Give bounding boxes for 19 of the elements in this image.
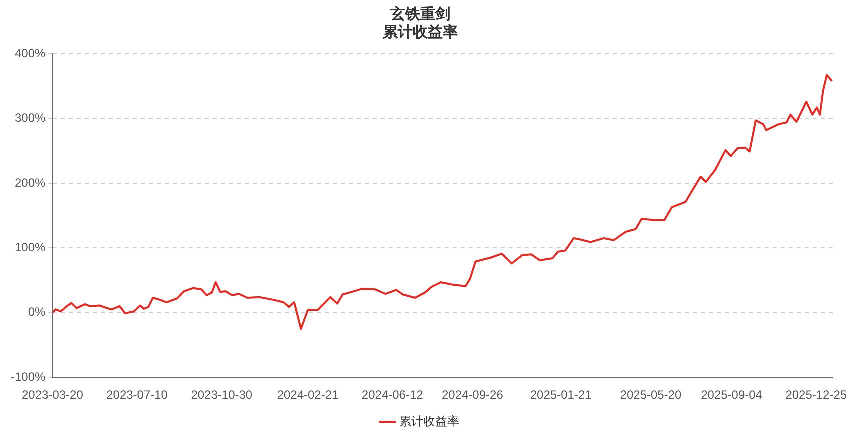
x-tick-label: 2025-09-04 (701, 388, 763, 402)
y-tick-label: 200% (14, 176, 46, 190)
chart-subtitle: 累计收益率 (382, 22, 458, 41)
x-tick-label: 2024-06-12 (362, 388, 424, 402)
chart-title: 玄铁重剑 (390, 4, 450, 23)
x-tick-label: 2025-01-21 (530, 388, 592, 402)
y-tick-label: 400% (14, 46, 46, 60)
x-tick-label: 2024-02-21 (277, 388, 340, 402)
x-tick-label: 2023-03-20 (22, 388, 84, 402)
y-tick-label: 300% (14, 111, 46, 126)
x-tick-label: 2023-10-30 (191, 388, 253, 402)
y-tick-label: 0% (28, 305, 46, 320)
legend-label: 累计收益率 (400, 414, 460, 428)
x-tick-label: 2023-07-10 (106, 388, 168, 402)
x-tick-label: 2025-05-20 (620, 388, 682, 402)
y-tick-label: 100% (14, 240, 46, 254)
y-tick-label: -100% (11, 370, 46, 384)
x-tick-label: 2025-12-25 (786, 388, 848, 402)
x-tick-label: 2024-09-26 (442, 388, 504, 402)
